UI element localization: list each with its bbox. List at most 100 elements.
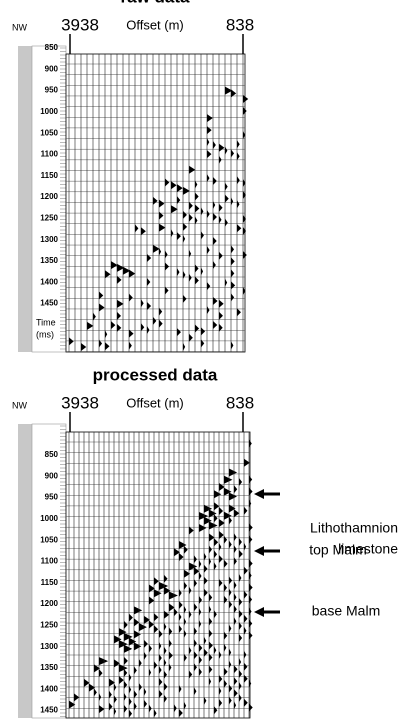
wiggle	[195, 192, 199, 201]
wiggle	[164, 574, 168, 583]
wiggle	[204, 696, 207, 705]
wiggle	[239, 573, 242, 582]
wiggle	[234, 677, 238, 686]
wiggle	[169, 627, 173, 636]
wiggle	[219, 698, 223, 707]
wiggle	[183, 210, 187, 219]
seismic-section	[65, 431, 253, 719]
wiggle	[174, 548, 180, 557]
wiggle	[114, 683, 117, 692]
wiggle	[239, 693, 242, 702]
wiggle	[229, 588, 232, 597]
wiggle	[249, 559, 253, 568]
wiggle	[165, 262, 170, 271]
seismic-section	[65, 53, 249, 353]
wiggle	[114, 635, 122, 644]
wiggle	[69, 337, 74, 346]
wiggle	[243, 215, 246, 224]
wiggle	[244, 566, 248, 575]
wiggle	[199, 572, 202, 581]
wiggle	[229, 540, 232, 549]
wiggle	[119, 628, 127, 637]
time-label: Time	[36, 317, 56, 327]
wiggle	[99, 657, 109, 666]
wiggle	[207, 150, 212, 159]
wiggle	[114, 707, 117, 716]
wiggle	[224, 487, 232, 496]
wiggle	[194, 603, 198, 612]
wiggle	[111, 261, 118, 270]
wiggle	[244, 650, 247, 659]
wiggle	[119, 664, 128, 673]
offset-end: 838	[226, 15, 254, 34]
wiggle	[169, 663, 172, 672]
wiggle	[213, 296, 218, 305]
wiggle	[225, 278, 228, 287]
wiggle	[214, 550, 218, 559]
wiggle	[243, 227, 247, 236]
wiggle	[229, 696, 232, 705]
wiggle	[207, 138, 210, 147]
wiggle	[243, 251, 247, 260]
wiggle	[159, 690, 163, 699]
wiggle	[189, 273, 192, 282]
wiggle	[207, 282, 211, 291]
wiggle	[239, 621, 242, 630]
wiggle	[244, 506, 248, 515]
wiggle	[243, 107, 247, 116]
wiggle	[159, 199, 165, 208]
wiggle	[244, 698, 248, 707]
wiggle	[159, 247, 162, 256]
wiggle	[84, 678, 90, 687]
wiggle	[231, 281, 236, 290]
wiggle	[183, 186, 190, 195]
panel-title: processed data	[93, 365, 218, 384]
wiggle	[213, 140, 216, 149]
wiggle	[219, 251, 223, 260]
wiggle	[219, 650, 222, 659]
wiggle	[117, 311, 121, 320]
wiggle	[134, 630, 141, 639]
offset-start: 3938	[61, 393, 99, 412]
wiggle	[164, 694, 167, 703]
wiggle	[177, 184, 183, 193]
wiggle	[93, 312, 96, 321]
wiggle	[249, 535, 253, 544]
wiggle	[219, 203, 223, 212]
wiggle	[195, 264, 199, 273]
wiggle	[195, 204, 200, 213]
offset-end: 838	[226, 393, 254, 412]
wiggle	[124, 668, 128, 677]
wiggle	[231, 149, 235, 158]
orientation-label: NW	[12, 400, 27, 410]
wiggle	[179, 709, 183, 718]
wiggle	[129, 709, 133, 718]
wiggle	[199, 644, 203, 653]
wiggle	[207, 174, 210, 183]
wiggle	[237, 200, 240, 209]
wiggle	[209, 629, 213, 638]
wiggle	[154, 613, 159, 622]
wiggle	[201, 339, 205, 348]
wiggle	[204, 504, 213, 513]
wiggle	[129, 685, 132, 694]
wiggle	[189, 201, 193, 210]
wiggle	[213, 260, 216, 269]
wiggle	[229, 624, 232, 633]
wiggle	[219, 530, 224, 539]
wiggle	[239, 477, 243, 486]
time-tick-label: 1000	[40, 514, 58, 523]
wiggle	[239, 657, 242, 666]
wiggle	[117, 275, 122, 284]
wiggle	[195, 180, 198, 189]
time-tick-label: 850	[45, 43, 59, 52]
wiggle	[243, 179, 246, 188]
wiggle	[219, 323, 223, 332]
wiggle	[207, 246, 210, 255]
wiggle	[224, 475, 233, 484]
wiggle	[117, 299, 124, 308]
wiggle	[154, 589, 162, 598]
wiggle	[129, 673, 132, 682]
wiggle	[219, 143, 225, 152]
wiggle	[229, 576, 233, 585]
